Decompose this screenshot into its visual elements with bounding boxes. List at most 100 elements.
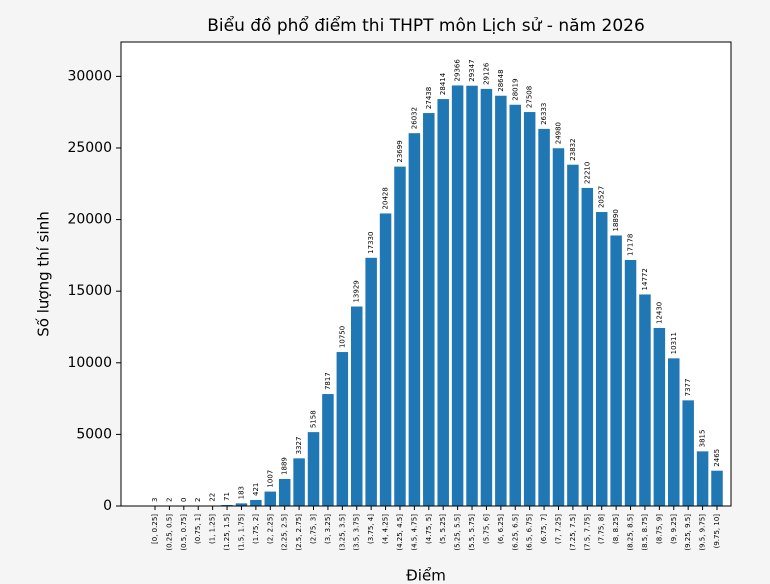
x-tick-label: (4.5, 4.75]	[410, 514, 418, 551]
chart-title: Biểu đồ phổ điểm thi THPT môn Lịch sử - …	[207, 15, 645, 36]
value-label: 29347	[468, 59, 476, 81]
value-label: 28019	[511, 78, 519, 100]
bar	[653, 327, 666, 506]
y-tick-label: 5000	[76, 426, 112, 442]
bar	[509, 104, 522, 507]
x-tick-label: (8.75, 9]	[655, 514, 663, 544]
value-label: 14772	[641, 268, 649, 290]
value-label: 24980	[554, 122, 562, 144]
y-tick-label: 10000	[67, 355, 112, 371]
value-label: 20527	[598, 186, 606, 208]
value-label: 17330	[367, 232, 375, 254]
bar	[711, 470, 723, 506]
bar	[336, 352, 349, 506]
value-label: 10311	[670, 332, 678, 354]
y-tick-label: 25000	[67, 140, 112, 156]
value-label: 12430	[655, 302, 663, 324]
value-label: 3327	[295, 437, 303, 455]
value-label: 28648	[497, 69, 505, 91]
x-axis-label: Điểm	[406, 567, 446, 584]
bar	[264, 491, 277, 506]
x-tick-label: (1.75, 2]	[252, 514, 260, 544]
x-tick-label: (7.75, 8]	[598, 514, 606, 544]
x-tick-label: (9.75, 10]	[713, 514, 721, 549]
value-label: 23832	[569, 138, 577, 160]
x-tick-label: (4.75, 5]	[425, 514, 433, 544]
value-label: 2	[165, 498, 173, 502]
value-label: 17178	[627, 234, 635, 256]
x-tick-label: (1.5, 1.75]	[237, 514, 245, 551]
bar	[480, 88, 493, 507]
x-tick-label: (0.75, 1]	[194, 514, 202, 544]
x-tick-label: (9.5, 9.75]	[699, 514, 707, 551]
value-label: 7817	[324, 372, 332, 390]
x-tick-label: (5.75, 6]	[482, 514, 490, 544]
bar	[408, 133, 421, 506]
bar	[552, 148, 565, 507]
bar	[451, 85, 464, 506]
x-tick-label: (2, 2.25]	[266, 514, 274, 544]
value-label: 20428	[382, 187, 390, 209]
value-label: 18890	[612, 209, 620, 231]
y-tick-label: 20000	[67, 212, 112, 228]
bar	[437, 99, 449, 506]
value-label: 7377	[684, 379, 692, 397]
value-label: 28414	[439, 72, 447, 95]
bar	[293, 458, 305, 506]
value-label: 1889	[281, 457, 289, 475]
bar	[322, 394, 334, 506]
value-label: 22	[209, 493, 217, 502]
x-tick-label: (0.25, 0.5]	[165, 514, 173, 551]
value-label: 183	[237, 486, 245, 499]
value-label: 29366	[454, 59, 462, 82]
bar	[423, 113, 435, 507]
y-tick-label: 30000	[67, 68, 112, 84]
bar	[624, 259, 637, 506]
bar	[581, 187, 594, 507]
value-label: 27508	[526, 86, 534, 108]
value-label: 26333	[540, 103, 548, 125]
x-tick-label: (4, 4.25]	[382, 514, 390, 544]
bar	[466, 85, 478, 506]
x-tick-label: (9, 9.25]	[670, 514, 678, 544]
y-tick-label: 15000	[67, 283, 112, 299]
y-axis-label: Số lượng thí sinh	[35, 211, 53, 336]
x-tick-label: (2.75, 3]	[310, 514, 318, 544]
x-tick-label: (0.5, 0.75]	[180, 514, 188, 551]
bar	[278, 478, 291, 506]
bar	[595, 212, 608, 506]
value-label: 26032	[410, 107, 418, 129]
value-label: 3	[151, 497, 159, 501]
value-label: 2	[194, 498, 202, 502]
bar	[639, 294, 651, 506]
value-label: 27438	[425, 87, 433, 109]
value-label: 23699	[396, 140, 404, 162]
x-tick-label: (6, 6.25]	[497, 514, 505, 544]
x-tick-label: (7.5, 7.75]	[583, 514, 591, 551]
x-tick-label: (8.25, 8.5]	[627, 514, 635, 551]
y-tick-label: 0	[103, 498, 112, 514]
x-tick-label: (8.5, 8.75]	[641, 514, 649, 551]
value-label: 22210	[583, 162, 591, 184]
x-tick-label: (1, 1.25]	[209, 514, 217, 544]
bar	[365, 257, 377, 506]
value-label: 421	[252, 483, 260, 496]
x-tick-label: (3.5, 3.75]	[353, 514, 361, 551]
x-tick-label: (6.5, 6.75]	[526, 514, 534, 551]
bar	[495, 95, 507, 506]
x-tick-label: (6.25, 6.5]	[511, 514, 519, 551]
bar	[394, 166, 406, 506]
x-tick-label: (8, 8.25]	[612, 514, 620, 544]
x-tick-label: (7, 7.25]	[554, 514, 562, 544]
value-label: 1007	[266, 470, 274, 488]
plot-frame	[120, 41, 732, 507]
bar	[682, 400, 694, 506]
x-tick-label: [0, 0.25]	[151, 514, 159, 544]
bar	[350, 306, 363, 506]
x-tick-label: (4.25, 4.5]	[396, 514, 404, 551]
x-tick-label: (3.25, 3.5]	[338, 514, 346, 551]
bar	[235, 503, 248, 506]
x-tick-label: (7.25, 7.5]	[569, 514, 577, 551]
value-label: 2465	[713, 449, 721, 467]
